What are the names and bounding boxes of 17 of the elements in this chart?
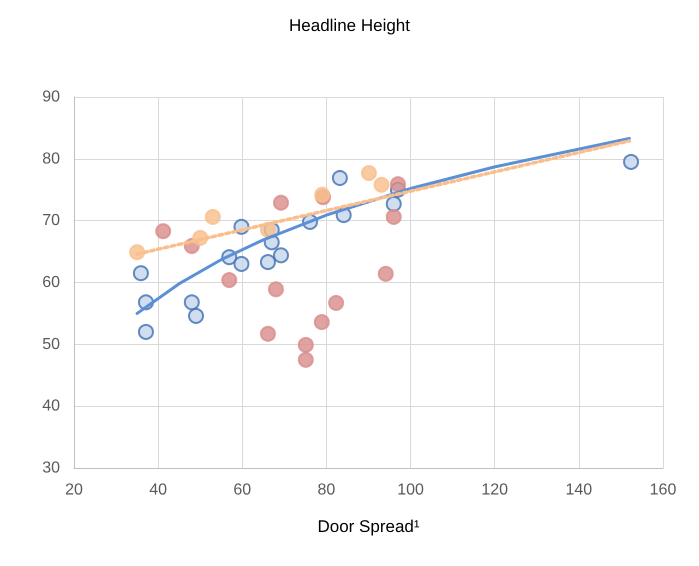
x-tick-label: 80 [318, 482, 336, 498]
x-tick-label: 160 [650, 482, 676, 498]
y-tick-label: 80 [42, 150, 60, 168]
x-tick-label: 40 [149, 482, 168, 498]
x-tick-label: 140 [566, 482, 592, 498]
y-tick-label: 90 [42, 88, 60, 106]
x-tick-label: 20 [65, 482, 83, 498]
x-tick-label: 120 [481, 482, 508, 498]
chart-title: Headline Height [289, 16, 410, 35]
x-tick-label: 60 [233, 482, 252, 498]
y-tick-label: 30 [42, 460, 60, 476]
y-tick-label: 50 [42, 336, 60, 353]
y-tick-label: 60 [42, 274, 60, 291]
y-tick-label: 70 [42, 212, 60, 230]
x-axis-title: Door Spread¹ [317, 517, 420, 536]
y-tick-label: 40 [42, 398, 60, 415]
x-tick-label: 100 [397, 482, 424, 498]
